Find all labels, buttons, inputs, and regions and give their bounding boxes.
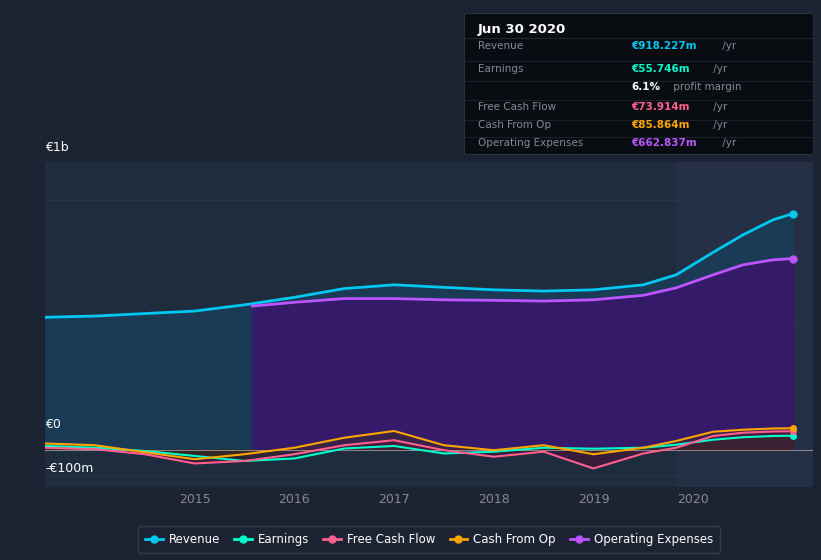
Text: Free Cash Flow: Free Cash Flow — [478, 102, 556, 111]
Text: €73.914m: €73.914m — [631, 102, 690, 111]
Text: profit margin: profit margin — [671, 82, 742, 92]
Text: Earnings: Earnings — [478, 64, 523, 73]
Text: Cash From Op: Cash From Op — [478, 120, 551, 130]
Text: /yr: /yr — [709, 102, 727, 111]
Text: /yr: /yr — [709, 120, 727, 130]
Text: /yr: /yr — [709, 64, 727, 73]
Text: €0: €0 — [45, 418, 61, 431]
Text: €85.864m: €85.864m — [631, 120, 690, 130]
Text: €1b: €1b — [45, 141, 69, 154]
Text: 6.1%: 6.1% — [631, 82, 660, 92]
Text: /yr: /yr — [719, 41, 736, 51]
Text: -€100m: -€100m — [45, 462, 94, 475]
Text: /yr: /yr — [719, 138, 736, 148]
Legend: Revenue, Earnings, Free Cash Flow, Cash From Op, Operating Expenses: Revenue, Earnings, Free Cash Flow, Cash … — [138, 526, 720, 553]
Text: €662.837m: €662.837m — [631, 138, 697, 148]
Text: Revenue: Revenue — [478, 41, 523, 51]
Bar — [677, 162, 813, 487]
Text: €55.746m: €55.746m — [631, 64, 690, 73]
Text: Jun 30 2020: Jun 30 2020 — [478, 23, 566, 36]
Text: Operating Expenses: Operating Expenses — [478, 138, 583, 148]
Text: €918.227m: €918.227m — [631, 41, 697, 51]
